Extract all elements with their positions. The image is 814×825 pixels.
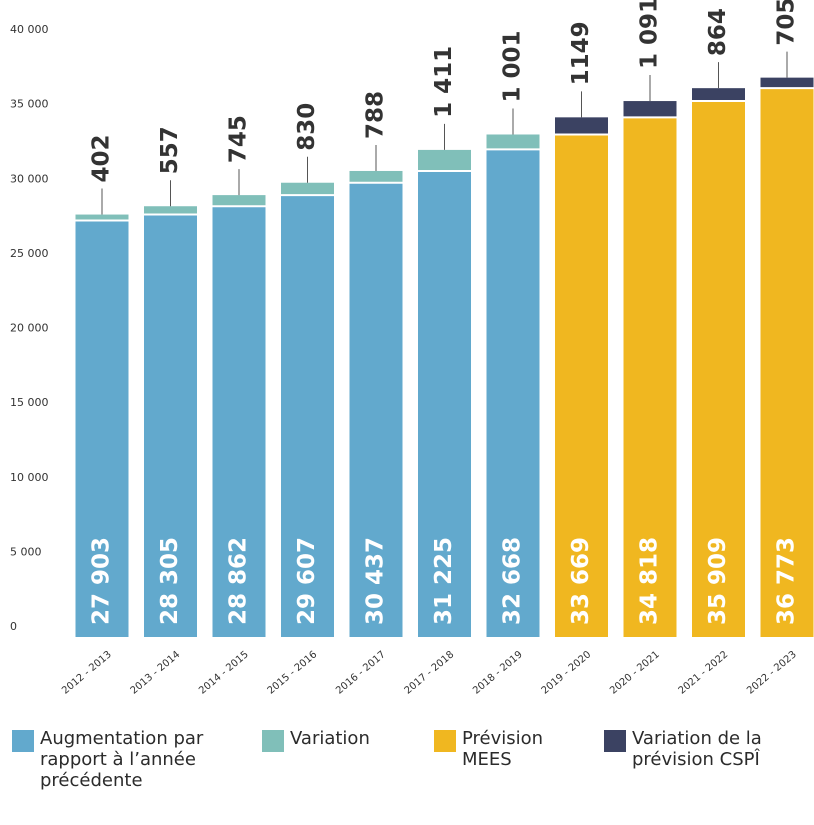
variation-label: 745	[226, 115, 252, 163]
variation-label: 1 001	[500, 30, 526, 102]
y-tick-label: 15 000	[10, 396, 49, 409]
legend-label: Augmentation par rapport à l’année précé…	[40, 728, 204, 791]
legend-swatch	[12, 730, 34, 752]
bar-segment	[349, 182, 403, 637]
legend-item: Augmentation par rapport à l’année précé…	[12, 728, 210, 791]
y-tick-label: 25 000	[10, 247, 49, 260]
bar-segment	[144, 206, 197, 215]
bar-value-label: 34 818	[637, 537, 663, 625]
variation-label: 402	[89, 135, 115, 183]
chart: 0 5 000 10 000 15 000 20 000 25 000 30 000 35 0…	[10, 0, 814, 697]
x-tick-label: 2017 - 2018	[403, 649, 457, 697]
y-tick-label: 20 000	[10, 322, 49, 335]
x-tick-label: 2020 - 2021	[608, 649, 662, 697]
bar-segment	[418, 170, 471, 638]
variation-label: 1 091	[637, 0, 663, 69]
bar-segment	[623, 101, 677, 118]
bar-segment	[144, 214, 197, 637]
bar-segment	[75, 214, 129, 221]
x-tick-label: 2021 - 2022	[677, 649, 731, 697]
legend-item: Variation	[262, 728, 380, 752]
bar-segment	[486, 134, 540, 150]
legend-label: Variation	[290, 728, 370, 749]
x-tick-label: 2015 - 2016	[266, 649, 320, 697]
y-tick-label: 35 000	[10, 98, 49, 111]
legend-swatch	[434, 730, 456, 752]
variation-label: 788	[363, 91, 389, 139]
y-tick-label: 40 000	[10, 23, 49, 36]
bar-segment	[349, 170, 403, 183]
variation-label: 864	[705, 8, 731, 56]
bar-segment	[486, 149, 540, 637]
bar-segment	[281, 182, 334, 196]
legend-swatch	[262, 730, 284, 752]
legend-item: Variation de la prévision CSPÎ	[604, 728, 802, 770]
bar-segment	[623, 117, 677, 637]
bar-value-label: 27 903	[89, 537, 115, 625]
bar-value-label: 32 668	[500, 537, 526, 625]
bar-value-label: 29 607	[294, 537, 320, 625]
legend-swatch	[604, 730, 626, 752]
bar-value-label: 30 437	[363, 537, 389, 625]
x-tick-label: 2022 - 2023	[745, 649, 799, 697]
bar-value-label: 35 909	[705, 537, 731, 625]
x-tick-label: 2018 - 2019	[471, 649, 525, 697]
bar-segment	[555, 134, 608, 637]
variation-label: 557	[157, 126, 183, 174]
variation-label: 830	[294, 103, 320, 151]
bar-segment	[760, 88, 814, 638]
bar-segment	[555, 117, 608, 135]
variation-label: 705	[774, 0, 800, 46]
legend-item: Prévision MEES	[434, 728, 552, 770]
x-tick-label: 2012 - 2013	[60, 649, 114, 697]
bar-value-label: 31 225	[431, 537, 457, 625]
y-tick-label: 5 000	[10, 545, 42, 558]
bar-segment	[212, 195, 266, 207]
variation-label: 1149	[568, 21, 594, 85]
x-tick-label: 2013 - 2014	[129, 649, 183, 697]
bar-value-label: 36 773	[774, 537, 800, 625]
bar-segment	[692, 101, 745, 638]
bar-segment	[212, 206, 266, 637]
x-tick-label: 2014 - 2015	[197, 649, 251, 697]
bar-value-label: 33 669	[568, 537, 594, 625]
bar-segment	[75, 220, 129, 637]
bar-segment	[418, 149, 471, 171]
bar-value-label: 28 305	[157, 537, 183, 625]
bar-segment	[281, 195, 334, 637]
legend-label: Variation de la prévision CSPÎ	[632, 728, 762, 770]
variation-label: 1 411	[431, 46, 457, 118]
y-tick-label: 0	[10, 620, 17, 633]
bar-segment	[692, 88, 745, 102]
bar-value-label: 28 862	[226, 537, 252, 625]
y-tick-label: 10 000	[10, 471, 49, 484]
y-tick-label: 30 000	[10, 172, 49, 185]
x-tick-label: 2019 - 2020	[540, 649, 594, 697]
bar-segment	[760, 77, 814, 89]
x-tick-label: 2016 - 2017	[334, 649, 388, 697]
legend: Augmentation par rapport à l’année précé…	[0, 700, 814, 825]
legend-label: Prévision MEES	[462, 728, 544, 770]
